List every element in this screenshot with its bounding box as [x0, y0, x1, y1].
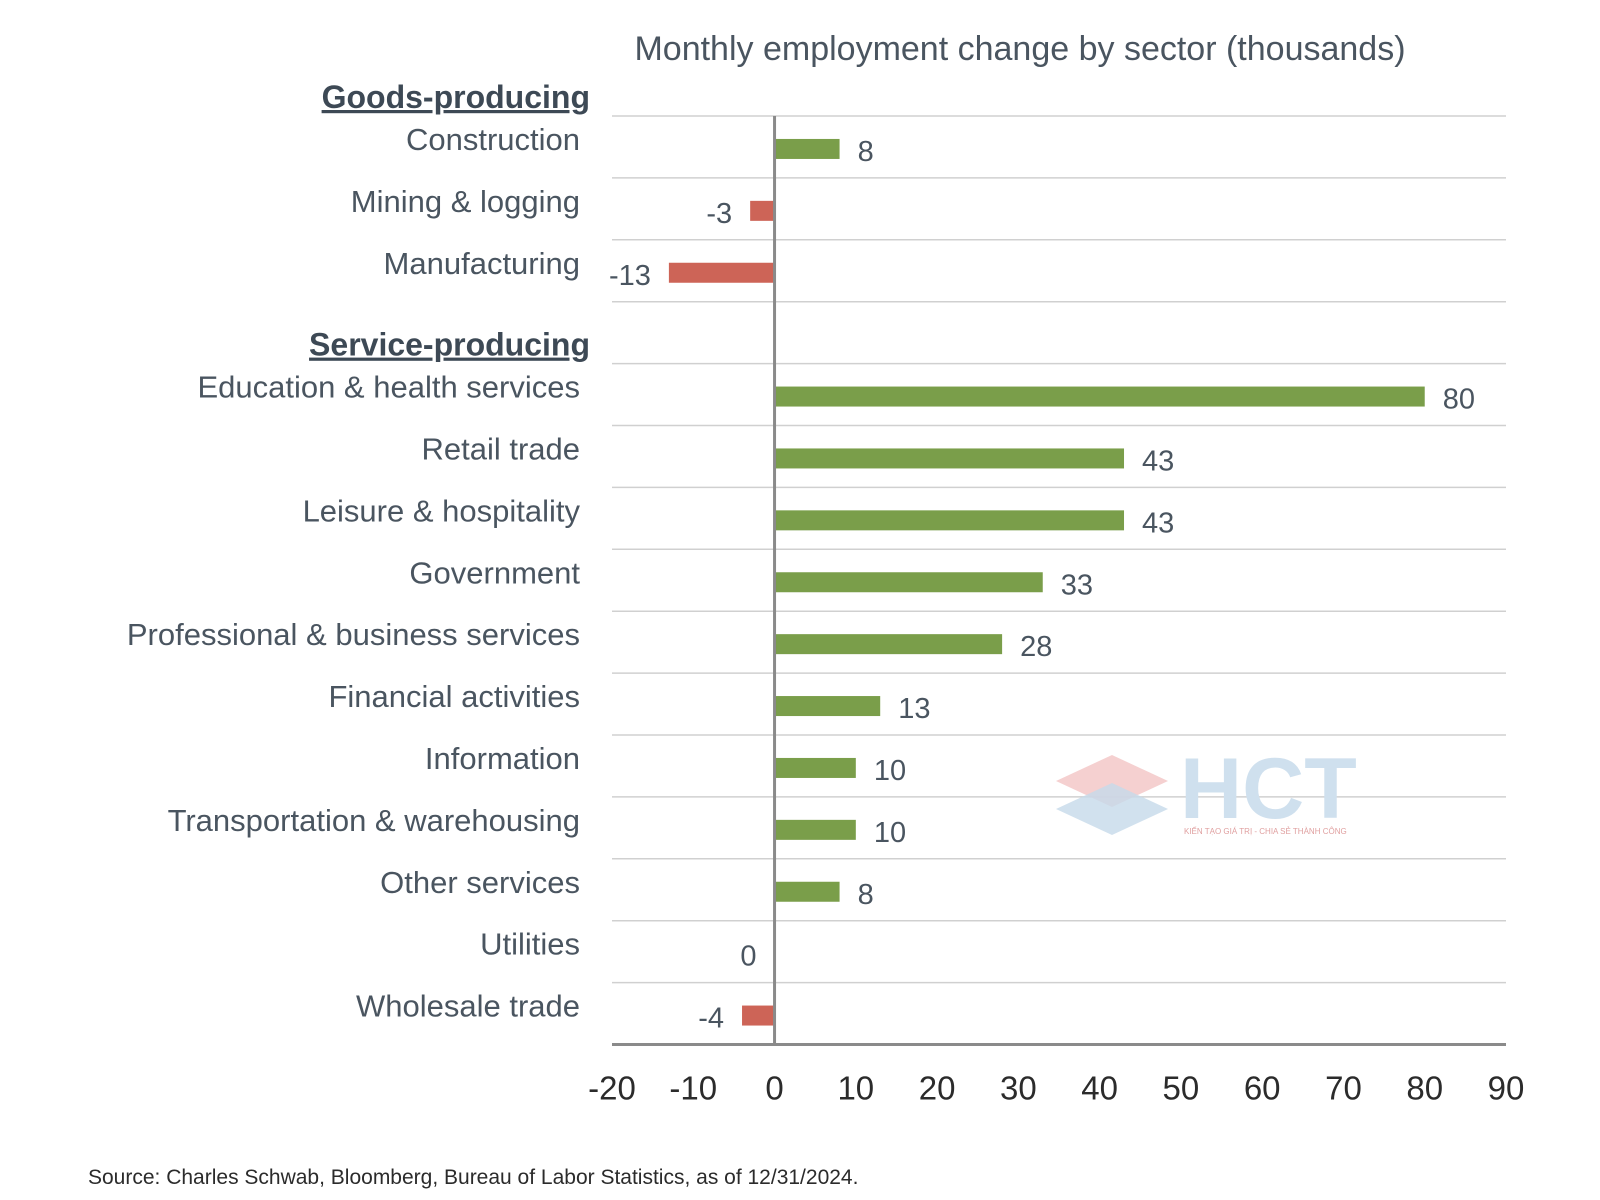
category-label: Wholesale trade: [356, 989, 580, 1024]
category-label: Leisure & hospitality: [303, 493, 581, 528]
value-label: 8: [858, 136, 874, 168]
value-label: -13: [609, 260, 651, 292]
watermark-logo-lower-icon: [1056, 783, 1168, 835]
x-tick-label: 60: [1244, 1070, 1281, 1107]
x-tick-label: -10: [669, 1070, 717, 1107]
source-note: Source: Charles Schwab, Bloomberg, Burea…: [88, 1166, 858, 1189]
category-label: Other services: [380, 865, 580, 900]
value-label: 80: [1443, 384, 1475, 416]
bar: [774, 757, 856, 778]
category-label: Information: [425, 741, 580, 776]
value-label: 10: [874, 817, 906, 849]
group-heading: Service-producing: [309, 327, 590, 363]
x-tick-label: 0: [765, 1070, 783, 1107]
bar: [750, 200, 775, 221]
x-tick-label: 20: [919, 1070, 956, 1107]
value-label: 13: [898, 693, 930, 725]
x-tick-label: -20: [588, 1070, 636, 1107]
watermark-text: HCT: [1180, 741, 1357, 837]
x-tick-label: 70: [1325, 1070, 1362, 1107]
value-label: 0: [740, 941, 756, 973]
watermark-logo-icon: [1056, 755, 1168, 807]
x-tick-label: 40: [1081, 1070, 1118, 1107]
value-label: -4: [698, 1003, 724, 1035]
category-label: Retail trade: [421, 431, 580, 466]
value-label: 43: [1142, 507, 1174, 539]
x-tick-labels: -20 -10 0 10 20 30 40 50 60 70 80 90: [588, 1070, 1524, 1107]
category-labels: Goods-producing Construction Mining & logg…: [127, 79, 590, 1024]
bar: [774, 634, 1003, 655]
gridlines: [612, 115, 1506, 984]
bar: [774, 696, 881, 717]
bar: [774, 138, 840, 159]
value-label: 10: [874, 755, 906, 787]
chart-title: Monthly employment change by sector (tho…: [634, 30, 1405, 68]
category-label: Education & health services: [197, 370, 580, 405]
value-label: -3: [706, 198, 732, 230]
category-label: Financial activities: [328, 679, 580, 714]
category-label: Government: [409, 555, 580, 590]
bars: [668, 138, 1425, 1026]
value-label: 33: [1061, 569, 1093, 601]
x-tick-label: 10: [837, 1070, 874, 1107]
axes: [612, 116, 1506, 1046]
category-label: Construction: [406, 122, 580, 157]
value-label: 43: [1142, 445, 1174, 477]
value-label: 8: [858, 879, 874, 911]
category-label: Utilities: [480, 927, 580, 962]
category-label: Mining & logging: [351, 184, 580, 219]
bar: [742, 1005, 775, 1026]
bar: [774, 881, 840, 902]
value-label: 28: [1020, 631, 1052, 663]
x-tick-label: 80: [1406, 1070, 1443, 1107]
x-tick-label: 50: [1163, 1070, 1200, 1107]
x-tick-label: 90: [1488, 1070, 1525, 1107]
watermark-tagline: KIẾN TẠO GIÁ TRỊ - CHIA SẺ THÀNH CÔNG: [1184, 826, 1347, 836]
bar: [668, 262, 775, 283]
category-label: Transportation & warehousing: [168, 803, 580, 838]
category-label: Professional & business services: [127, 617, 580, 652]
bar: [774, 572, 1043, 593]
bar: [774, 510, 1125, 531]
bar: [774, 819, 856, 840]
bar: [774, 448, 1125, 469]
bar: [774, 386, 1425, 407]
group-heading: Goods-producing: [322, 79, 590, 115]
category-label: Manufacturing: [384, 246, 580, 281]
x-tick-label: 30: [1000, 1070, 1037, 1107]
hct-watermark: HCT KIẾN TẠO GIÁ TRỊ - CHIA SẺ THÀNH CÔN…: [1056, 741, 1357, 837]
